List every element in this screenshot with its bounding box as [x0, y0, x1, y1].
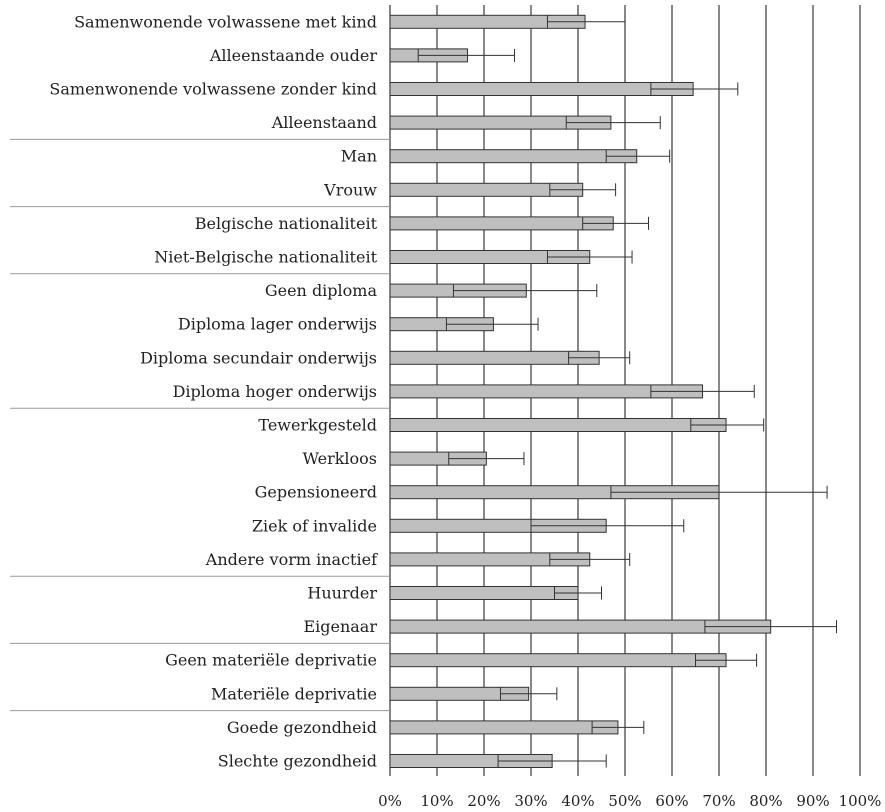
x-tick-label: 80%	[749, 792, 782, 810]
category-label: Andere vorm inactief	[205, 550, 378, 569]
x-tick-label: 50%	[608, 792, 641, 810]
category-label: Belgische nationaliteit	[195, 214, 378, 233]
bar	[389, 720, 619, 735]
group-separators	[10, 138, 390, 712]
category-label: Gepensioneerd	[255, 483, 377, 502]
bar	[389, 350, 600, 365]
category-label: Diploma secundair onderwijs	[140, 348, 377, 367]
bar	[389, 418, 727, 432]
category-label: Alleenstaand	[271, 113, 377, 132]
category-label: Diploma lager onderwijs	[178, 315, 377, 334]
bar	[389, 216, 614, 231]
bar	[389, 82, 694, 96]
category-label: Tewerkgesteld	[258, 416, 377, 435]
category-label: Eigenaar	[303, 617, 377, 636]
bar	[389, 149, 638, 164]
x-tick-label: 100%	[839, 792, 882, 810]
category-label: Geen diploma	[265, 281, 378, 300]
bars	[389, 14, 772, 768]
category-label: Huurder	[307, 584, 377, 603]
category-label: Slechte gezondheid	[218, 752, 377, 771]
x-tick-label: 20%	[467, 792, 500, 810]
category-labels: Samenwonende volwassene met kind Alleenst…	[49, 12, 378, 770]
category-label: Materiële deprivatie	[211, 684, 377, 703]
bar	[389, 653, 727, 668]
category-label: Vrouw	[323, 180, 377, 199]
category-label: Man	[341, 147, 377, 166]
category-label: Diploma hoger onderwijs	[173, 382, 377, 401]
bar	[389, 586, 579, 600]
category-label: Werkloos	[302, 449, 377, 468]
category-label: Samenwonende volwassene met kind	[74, 12, 377, 31]
category-label: Niet-Belgische nationaliteit	[154, 248, 377, 267]
error-bars	[417, 15, 837, 768]
x-tick-label: 60%	[655, 792, 688, 810]
x-tick-label: 40%	[561, 792, 594, 810]
category-label: Alleenstaande ouder	[209, 46, 378, 65]
x-tick-label: 70%	[702, 792, 735, 810]
x-tick-label: 30%	[514, 792, 547, 810]
x-tick-labels: 0% 10% 20% 30% 40% 50% 60% 70% 80% 90% 100%	[378, 792, 881, 810]
category-label: Goede gezondheid	[227, 718, 377, 737]
x-tick-label: 10%	[420, 792, 453, 810]
x-tick-label: 90%	[796, 792, 829, 810]
category-label: Geen materiële deprivatie	[165, 651, 377, 670]
category-label: Ziek of invalide	[252, 516, 377, 535]
category-label: Samenwonende volwassene zonder kind	[49, 80, 377, 99]
x-tick-label: 0%	[378, 792, 402, 810]
